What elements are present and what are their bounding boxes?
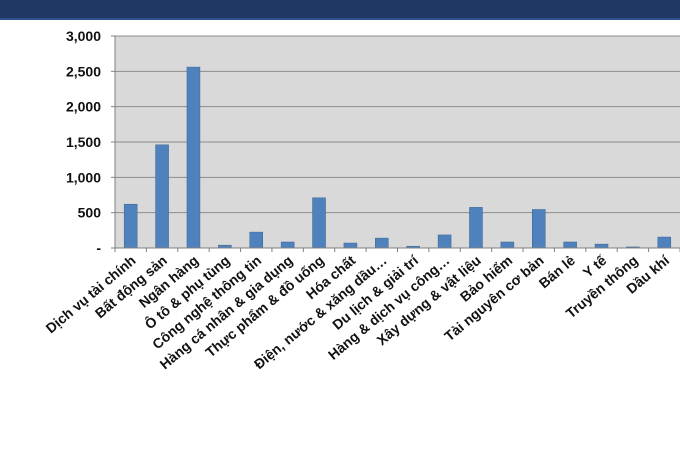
y-tick-label: 3,000: [66, 28, 101, 44]
gridlines: [115, 35, 680, 214]
y-tick-label: 2,500: [66, 63, 101, 79]
y-tick-label: 2,000: [66, 99, 101, 115]
chart-container: - 500 1,000 1,500 2,000 2,500 3,000 Dịch vụ tà…: [0, 20, 680, 452]
bars-group: [123, 66, 672, 249]
y-tick-label: 500: [78, 205, 102, 221]
x-tick-label: Bán lẻ: [536, 252, 579, 291]
bar-chart: - 500 1,000 1,500 2,000 2,500 3,000 Dịch vụ tà…: [43, 28, 680, 372]
y-axis-ticks: - 500 1,000 1,500 2,000 2,500 3,000: [66, 28, 101, 256]
bar: [343, 242, 358, 249]
bar: [312, 197, 326, 249]
y-tick-label: 1,500: [66, 134, 101, 150]
bar: [469, 207, 483, 249]
bar: [123, 203, 138, 249]
bar: [532, 209, 546, 249]
bar: [155, 144, 169, 249]
bar: [563, 241, 577, 249]
y-tick-label: -: [96, 240, 101, 256]
bar: [186, 66, 201, 249]
y-tick-label: 1,000: [66, 169, 101, 185]
axes: [111, 35, 680, 252]
bar: [500, 241, 515, 249]
bar: [249, 231, 263, 249]
bar: [280, 241, 295, 249]
header-bar: [0, 0, 680, 20]
bar: [594, 243, 609, 249]
bar: [437, 234, 452, 249]
bar: [657, 236, 672, 249]
bar: [375, 237, 389, 249]
